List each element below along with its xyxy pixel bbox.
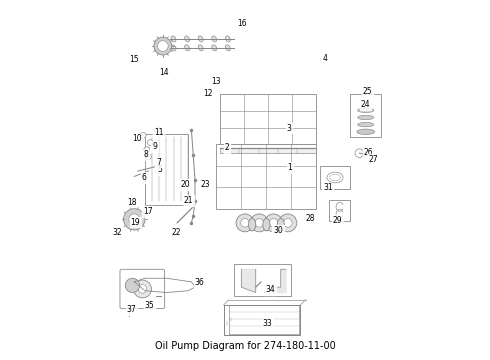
Text: 1: 1 — [287, 163, 292, 172]
Ellipse shape — [171, 36, 176, 42]
Text: 22: 22 — [172, 228, 181, 237]
Circle shape — [279, 214, 297, 232]
Text: 4: 4 — [322, 54, 327, 63]
Circle shape — [146, 154, 151, 159]
Circle shape — [284, 219, 292, 227]
Text: 24: 24 — [361, 100, 370, 109]
Text: 18: 18 — [127, 198, 137, 207]
Text: 3: 3 — [287, 124, 292, 133]
FancyBboxPatch shape — [320, 166, 350, 189]
Circle shape — [157, 41, 168, 51]
Text: 2: 2 — [225, 143, 229, 152]
Text: 12: 12 — [203, 89, 213, 98]
Ellipse shape — [263, 219, 270, 231]
Circle shape — [241, 219, 249, 227]
Polygon shape — [265, 269, 286, 293]
Text: 14: 14 — [159, 68, 169, 77]
Ellipse shape — [357, 129, 375, 134]
Ellipse shape — [248, 219, 256, 231]
Text: 32: 32 — [112, 228, 122, 237]
Circle shape — [144, 147, 149, 153]
Circle shape — [265, 214, 283, 232]
Text: 23: 23 — [200, 180, 210, 189]
Circle shape — [369, 157, 375, 163]
FancyBboxPatch shape — [220, 94, 317, 144]
Ellipse shape — [330, 174, 341, 181]
Text: 20: 20 — [180, 180, 190, 189]
Circle shape — [355, 149, 364, 157]
Text: 28: 28 — [305, 214, 315, 223]
Text: 34: 34 — [266, 285, 275, 294]
Text: 5: 5 — [158, 165, 162, 174]
FancyBboxPatch shape — [329, 200, 350, 221]
Ellipse shape — [358, 108, 374, 112]
Text: 26: 26 — [364, 148, 373, 157]
Circle shape — [123, 208, 145, 230]
Text: 17: 17 — [143, 207, 153, 216]
Circle shape — [125, 278, 140, 293]
Ellipse shape — [185, 45, 190, 51]
Text: 33: 33 — [262, 319, 272, 328]
Text: 6: 6 — [142, 173, 147, 182]
FancyBboxPatch shape — [350, 94, 381, 137]
Ellipse shape — [225, 36, 230, 42]
Circle shape — [255, 219, 264, 227]
Circle shape — [270, 219, 278, 227]
Text: 31: 31 — [323, 183, 333, 192]
Text: 19: 19 — [130, 218, 140, 227]
Circle shape — [138, 285, 147, 293]
Text: 35: 35 — [145, 301, 154, 310]
FancyBboxPatch shape — [220, 148, 317, 153]
Ellipse shape — [277, 219, 284, 231]
Text: 13: 13 — [211, 77, 220, 86]
Ellipse shape — [198, 36, 203, 42]
Ellipse shape — [212, 45, 217, 51]
Text: Oil Pump Diagram for 274-180-11-00: Oil Pump Diagram for 274-180-11-00 — [155, 342, 335, 351]
Circle shape — [155, 127, 160, 133]
Ellipse shape — [225, 45, 230, 51]
Text: 21: 21 — [184, 196, 194, 205]
Ellipse shape — [171, 45, 176, 51]
Circle shape — [129, 214, 140, 225]
Text: 27: 27 — [368, 155, 378, 164]
Circle shape — [140, 132, 146, 138]
Text: 7: 7 — [156, 158, 161, 167]
Circle shape — [147, 140, 153, 145]
Circle shape — [250, 214, 268, 232]
Ellipse shape — [358, 115, 374, 120]
FancyBboxPatch shape — [120, 269, 165, 309]
Ellipse shape — [198, 45, 203, 51]
FancyBboxPatch shape — [234, 264, 292, 296]
Circle shape — [134, 280, 151, 298]
Text: 15: 15 — [129, 55, 138, 64]
Polygon shape — [242, 269, 261, 293]
Ellipse shape — [212, 36, 217, 42]
Circle shape — [236, 214, 254, 232]
Text: 25: 25 — [363, 87, 372, 96]
Text: 36: 36 — [195, 278, 204, 287]
FancyBboxPatch shape — [145, 134, 188, 205]
Text: 10: 10 — [132, 134, 142, 143]
Ellipse shape — [358, 122, 374, 127]
Ellipse shape — [185, 36, 190, 42]
Text: 16: 16 — [237, 19, 247, 28]
Text: 9: 9 — [152, 142, 157, 151]
Text: 11: 11 — [154, 128, 163, 137]
Ellipse shape — [327, 172, 343, 183]
FancyBboxPatch shape — [217, 144, 317, 208]
Text: 29: 29 — [332, 216, 342, 225]
Text: 37: 37 — [126, 305, 136, 314]
Text: 8: 8 — [143, 150, 148, 159]
Circle shape — [154, 37, 172, 55]
Text: 30: 30 — [273, 226, 283, 235]
FancyBboxPatch shape — [223, 305, 300, 336]
